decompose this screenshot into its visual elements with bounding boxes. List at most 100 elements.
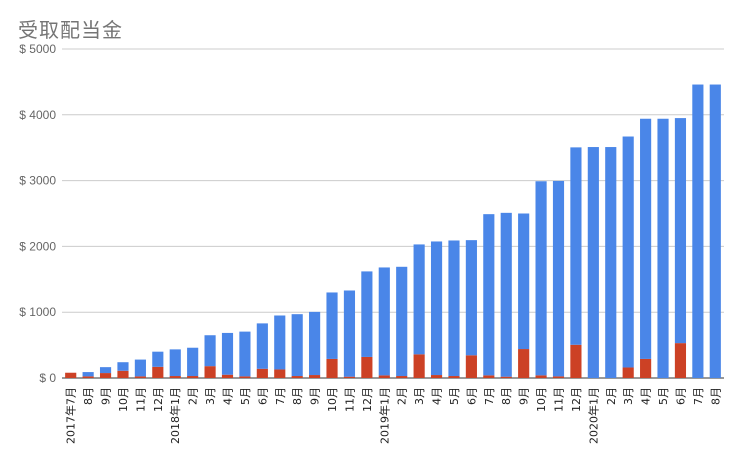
bar-monthly-dividend — [535, 375, 547, 378]
bar-cumulative-dividend — [709, 84, 721, 379]
x-tick-label: 4月 — [640, 387, 653, 405]
bar-cumulative-dividend — [291, 314, 303, 377]
x-tick-label: 2月 — [396, 387, 409, 405]
bar-cumulative-dividend — [500, 212, 512, 377]
x-tick-label: 2月 — [187, 387, 200, 405]
x-tick-label: 5月 — [448, 387, 461, 405]
x-tick-label: 6月 — [465, 387, 478, 405]
bar-monthly-dividend — [117, 370, 129, 378]
x-tick-label: 11月 — [553, 387, 566, 412]
x-tick-label: 2020年1月 — [586, 387, 600, 444]
bar-monthly-dividend — [622, 367, 634, 378]
bar-cumulative-dividend — [361, 271, 373, 357]
x-tick-label: 7月 — [483, 387, 496, 405]
bar-cumulative-dividend — [657, 118, 669, 379]
bar-monthly-dividend — [552, 376, 565, 378]
bar-monthly-dividend — [500, 376, 512, 378]
x-tick-label: 12月 — [361, 387, 374, 412]
bar-cumulative-dividend — [552, 180, 565, 377]
bar-cumulative-dividend — [587, 147, 599, 378]
bar-cumulative-dividend — [518, 213, 530, 350]
x-tick-label: 7月 — [274, 387, 287, 405]
bar-cumulative-dividend — [413, 244, 425, 355]
bar-cumulative-dividend — [535, 181, 547, 376]
x-tick-label: 8月 — [500, 387, 513, 405]
bar-monthly-dividend — [396, 376, 408, 378]
x-tick-label: 12月 — [152, 387, 165, 412]
x-tick-label: 9月 — [309, 387, 322, 405]
bar-monthly-dividend — [413, 354, 425, 378]
bar-cumulative-dividend — [605, 147, 617, 378]
y-tick-label: $ 1000 — [19, 305, 56, 319]
bar-cumulative-dividend — [378, 267, 390, 376]
bar-monthly-dividend — [361, 356, 373, 378]
bar-cumulative-dividend — [169, 349, 181, 377]
x-tick-label: 10月 — [117, 387, 130, 412]
bar-cumulative-dividend — [99, 367, 112, 374]
bar-monthly-dividend — [309, 375, 321, 378]
bar-monthly-dividend — [291, 376, 303, 378]
x-tick-label: 8月 — [291, 387, 304, 405]
bar-monthly-dividend — [483, 375, 495, 378]
bar-monthly-dividend — [152, 366, 164, 378]
y-tick-label: $ 3000 — [19, 174, 56, 188]
bar-cumulative-dividend — [622, 136, 634, 368]
bar-cumulative-dividend — [152, 351, 164, 367]
y-tick-label: $ 2000 — [19, 239, 56, 253]
bar-cumulative-dividend — [221, 332, 234, 375]
bar-cumulative-dividend — [187, 347, 199, 377]
x-tick-label: 4月 — [431, 387, 444, 405]
bar-monthly-dividend — [134, 376, 146, 378]
bar-cumulative-dividend — [430, 241, 443, 376]
bar-monthly-dividend — [570, 344, 582, 378]
bar-monthly-dividend — [169, 376, 181, 378]
x-tick-label: 10月 — [326, 387, 339, 412]
bar-monthly-dividend — [465, 355, 477, 378]
bar-cumulative-dividend — [448, 240, 460, 377]
bar-cumulative-dividend — [640, 118, 652, 359]
bar-monthly-dividend — [204, 366, 216, 378]
x-tick-label: 7月 — [692, 387, 705, 405]
x-tick-label: 6月 — [256, 387, 269, 405]
bar-cumulative-dividend — [343, 290, 356, 377]
bar-monthly-dividend — [378, 375, 390, 378]
x-tick-label: 6月 — [674, 387, 687, 405]
bar-cumulative-dividend — [204, 335, 216, 367]
x-tick-label: 11月 — [134, 387, 147, 412]
bar-cumulative-dividend — [256, 323, 268, 369]
bar-monthly-dividend — [65, 372, 77, 378]
bar-monthly-dividend — [430, 375, 443, 378]
bar-cumulative-dividend — [134, 359, 146, 377]
bar-cumulative-dividend — [309, 311, 321, 376]
x-tick-label: 2017年7月 — [64, 387, 78, 444]
y-tick-label: $ 4000 — [19, 108, 56, 122]
x-tick-label: 10月 — [535, 387, 548, 412]
bar-monthly-dividend — [343, 376, 356, 378]
x-tick-label: 9月 — [518, 387, 531, 405]
bar-monthly-dividend — [187, 376, 199, 378]
bar-cumulative-dividend — [117, 362, 129, 371]
x-tick-label: 8月 — [82, 387, 95, 405]
bar-monthly-dividend — [640, 358, 652, 378]
bar-cumulative-dividend — [239, 331, 251, 377]
bar-monthly-dividend — [99, 373, 112, 378]
bar-cumulative-dividend — [396, 266, 408, 377]
bar-cumulative-dividend — [274, 315, 286, 370]
x-tick-label: 9月 — [100, 387, 113, 405]
bar-monthly-dividend — [274, 369, 286, 378]
bar-cumulative-dividend — [326, 292, 338, 359]
bar-monthly-dividend — [239, 376, 251, 378]
y-tick-label: $ 5000 — [19, 42, 56, 56]
bar-monthly-dividend — [518, 349, 530, 378]
bar-monthly-dividend — [221, 374, 234, 378]
bar-cumulative-dividend — [674, 118, 687, 344]
x-tick-label: 3月 — [622, 387, 635, 405]
bar-cumulative-dividend — [465, 240, 477, 356]
x-tick-label: 12月 — [570, 387, 583, 412]
bar-cumulative-dividend — [82, 372, 94, 377]
x-tick-label: 5月 — [239, 387, 252, 405]
bar-monthly-dividend — [82, 376, 94, 378]
bar-cumulative-dividend — [570, 147, 582, 345]
bar-cumulative-dividend — [692, 84, 704, 379]
